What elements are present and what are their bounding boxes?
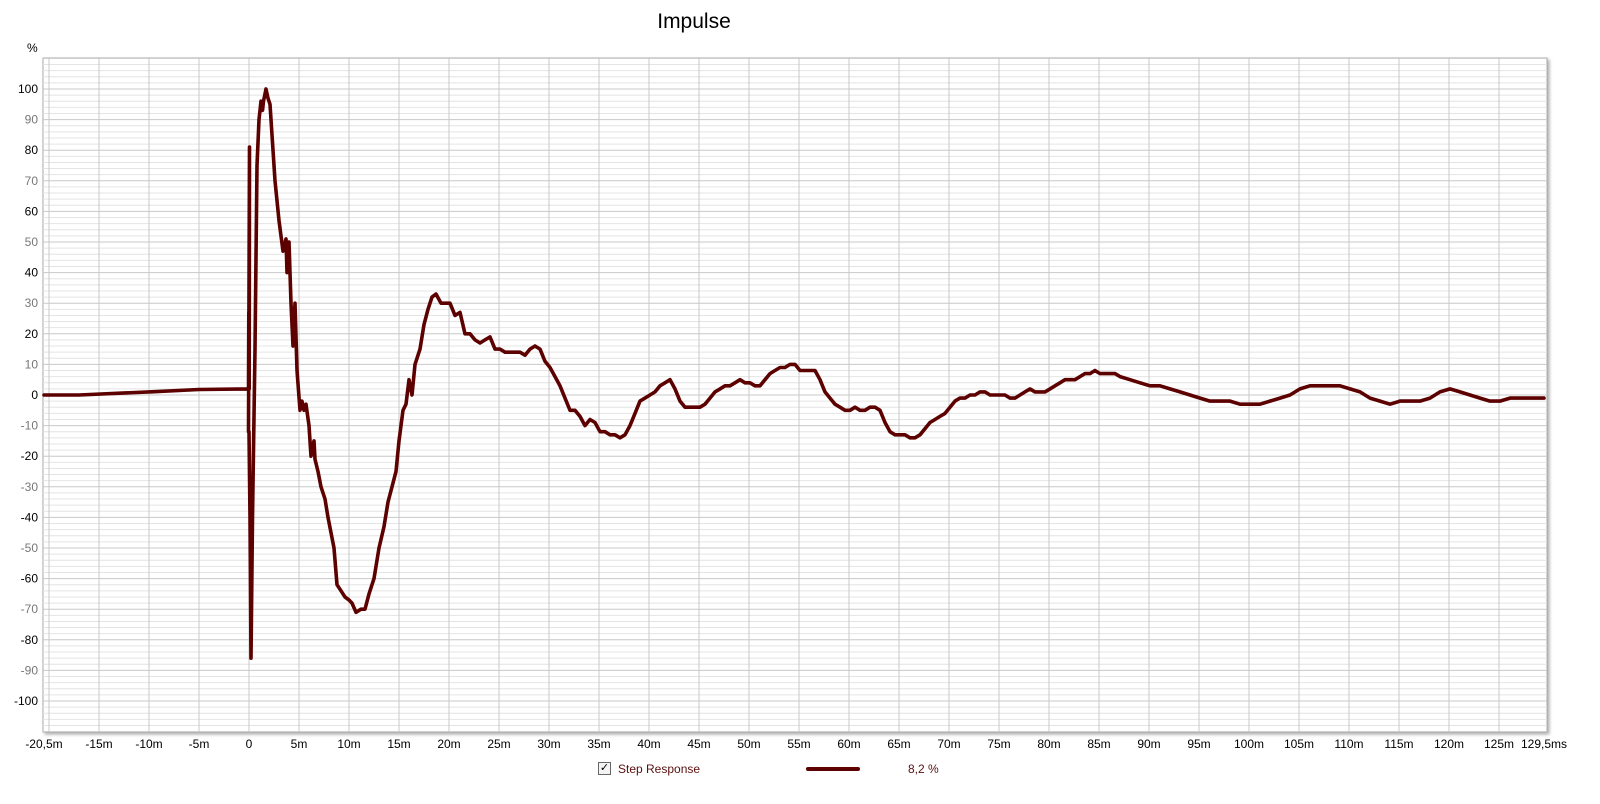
- y-tick-label: 90: [25, 113, 39, 127]
- x-tick-label: 110m: [1334, 737, 1363, 751]
- x-tick-label: 65m: [887, 737, 910, 751]
- x-tick-label: 75m: [987, 737, 1010, 751]
- x-tick-label: 60m: [837, 737, 860, 751]
- y-tick-label: 10: [25, 357, 39, 371]
- x-tick-label: 40m: [637, 737, 660, 751]
- y-tick-label: 70: [25, 174, 39, 188]
- series-checkbox[interactable]: ✓: [598, 762, 611, 775]
- x-tick-label: 10m: [337, 737, 360, 751]
- x-tick-label: 90m: [1137, 737, 1160, 751]
- x-tick-label: 129,5ms: [1521, 737, 1567, 751]
- x-tick-label: 70m: [937, 737, 960, 751]
- x-tick-label: 80m: [1037, 737, 1060, 751]
- y-tick-label: -60: [21, 572, 39, 586]
- y-tick-label: 30: [25, 296, 39, 310]
- y-tick-label: -90: [21, 663, 39, 677]
- legend-series-name[interactable]: Step Response: [618, 762, 701, 776]
- x-tick-label: -20,5m: [25, 737, 62, 751]
- x-tick-label: 5m: [291, 737, 308, 751]
- x-tick-label: 100m: [1234, 737, 1264, 751]
- x-tick-label: 125m: [1484, 737, 1514, 751]
- x-tick-label: -5m: [189, 737, 210, 751]
- y-tick-label: -30: [21, 480, 39, 494]
- y-tick-label: 50: [25, 235, 39, 249]
- x-tick-label: -10m: [135, 737, 162, 751]
- x-tick-label: 115m: [1384, 737, 1413, 751]
- y-tick-label: 40: [25, 266, 39, 280]
- x-tick-label: 25m: [487, 737, 510, 751]
- series-line-step-response: [42, 87, 1546, 660]
- y-tick-label: 60: [25, 204, 39, 218]
- y-axis-ticks: 1009080706050403020100-10-20-30-40-50-60…: [14, 82, 38, 708]
- x-tick-label: 35m: [587, 737, 610, 751]
- y-tick-label: 80: [25, 143, 39, 157]
- x-tick-label: 50m: [737, 737, 760, 751]
- y-tick-label: -70: [21, 602, 39, 616]
- y-tick-label: -20: [21, 449, 39, 463]
- chart-title: Impulse: [657, 10, 731, 33]
- y-tick-label: -80: [21, 633, 39, 647]
- legend-line-swatch: [806, 767, 860, 771]
- x-tick-label: 15m: [387, 737, 410, 751]
- y-tick-label: -100: [14, 694, 38, 708]
- x-tick-label: 95m: [1187, 737, 1210, 751]
- y-tick-label: -10: [21, 419, 39, 433]
- x-tick-label: 85m: [1087, 737, 1110, 751]
- x-tick-label: 20m: [437, 737, 460, 751]
- y-tick-label: 0: [31, 388, 38, 402]
- legend-series-value: 8,2 %: [908, 762, 939, 776]
- x-tick-label: 0: [246, 737, 253, 751]
- x-tick-label: -15m: [85, 737, 112, 751]
- x-tick-label: 120m: [1434, 737, 1464, 751]
- y-tick-label: -40: [21, 510, 39, 524]
- y-axis-unit: %: [27, 41, 38, 55]
- y-tick-label: -50: [21, 541, 39, 555]
- y-tick-label: 100: [18, 82, 38, 96]
- y-tick-label: 20: [25, 327, 39, 341]
- x-tick-label: 55m: [787, 737, 810, 751]
- x-tick-label: 30m: [537, 737, 560, 751]
- x-axis-ticks: -20,5m -15m -10m -5m 0 5m 10m 15m 20m 25m 30m 35m 40…: [25, 737, 1567, 751]
- x-tick-label: 45m: [687, 737, 710, 751]
- x-tick-label: 105m: [1284, 737, 1314, 751]
